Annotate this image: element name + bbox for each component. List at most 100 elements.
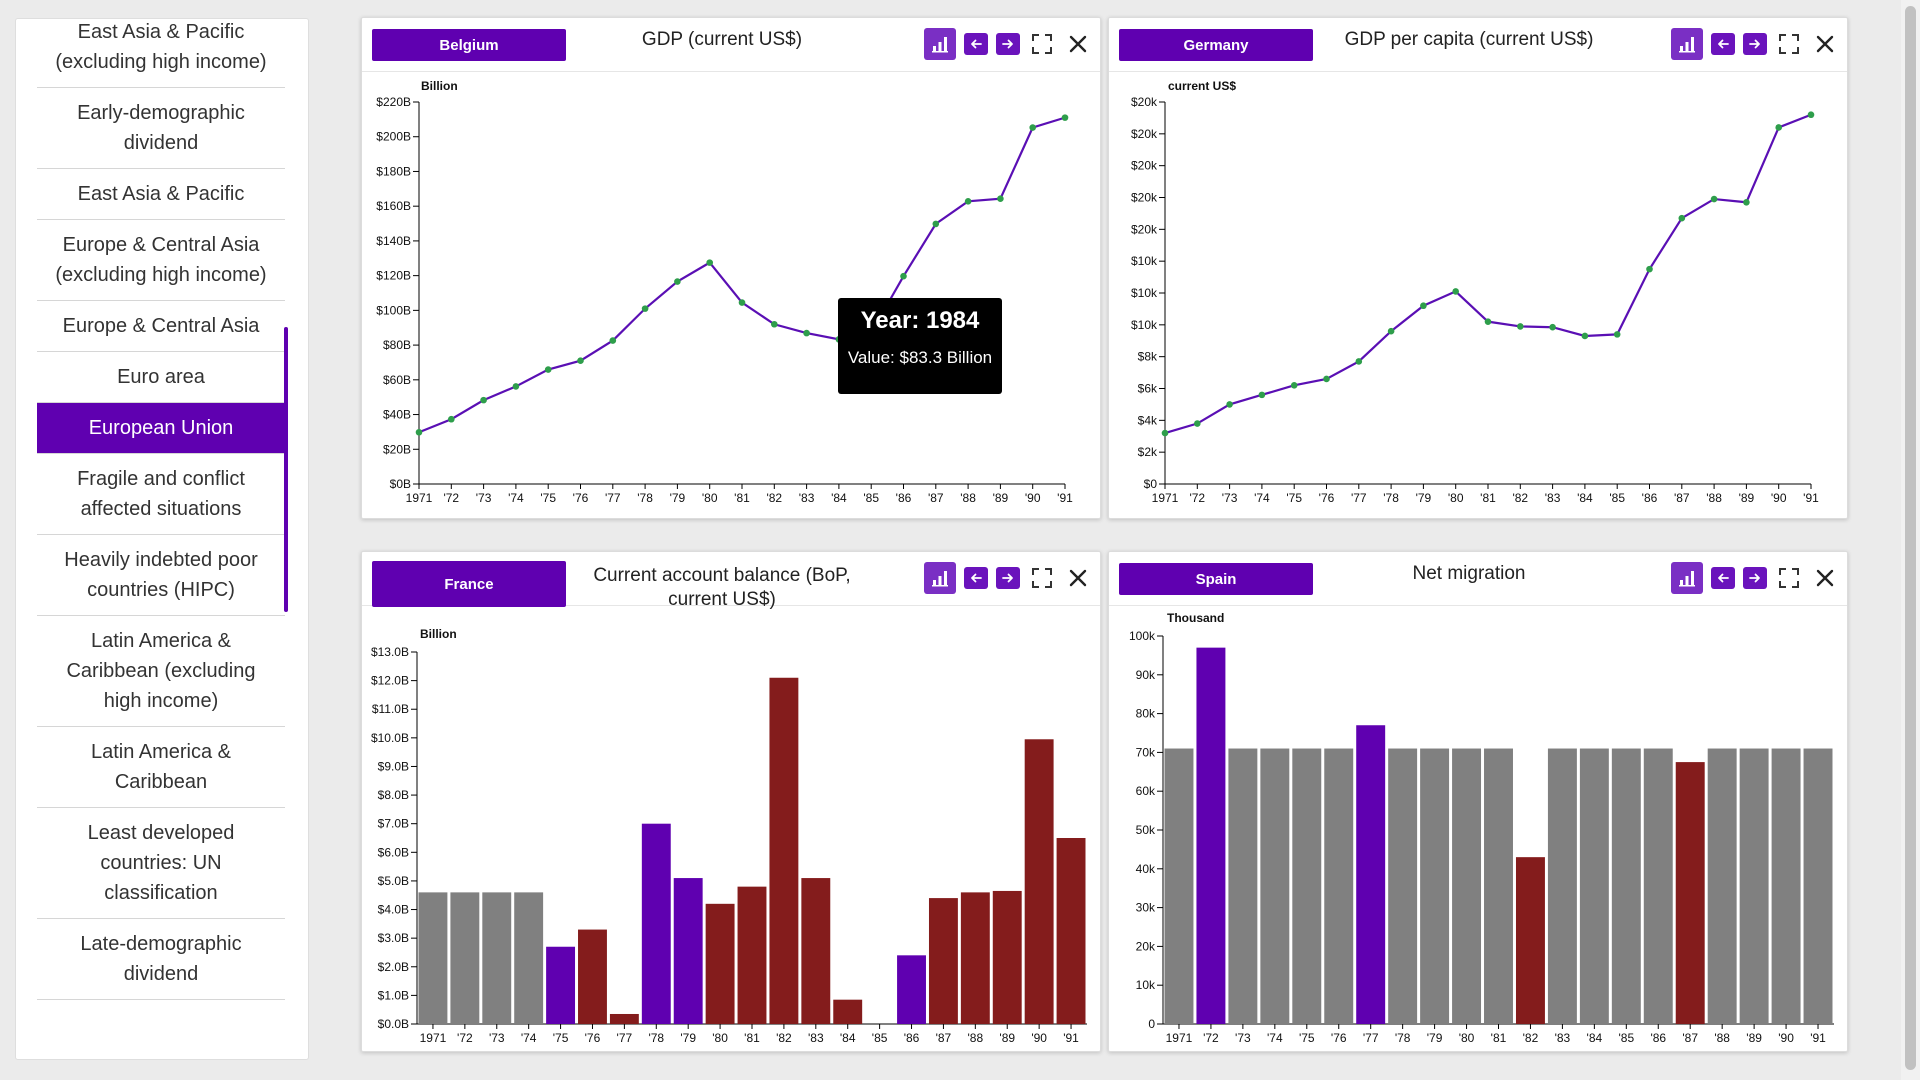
window-scrollbar[interactable]	[1901, 0, 1920, 1080]
y-tick-label: 60k	[1136, 784, 1156, 798]
bar-1981	[737, 886, 767, 1024]
bar-1981	[1484, 748, 1513, 1024]
bar-chart-icon[interactable]	[924, 562, 956, 594]
sidebar-item-europe-central-asia-excluding-high-income[interactable]: Europe & Central Asia (excluding high in…	[37, 220, 285, 301]
bar-1990	[1024, 739, 1054, 1024]
arrow-right-icon[interactable]	[1743, 567, 1767, 589]
bar-chart-icon[interactable]	[1671, 28, 1703, 60]
y-tick-label: 30k	[1136, 901, 1156, 915]
close-icon[interactable]	[1064, 564, 1092, 592]
x-tick-label: '82	[1512, 491, 1528, 505]
fullscreen-icon[interactable]	[1028, 564, 1056, 592]
bar-1974	[1260, 748, 1290, 1024]
x-tick-label: '91	[1810, 1031, 1826, 1045]
data-point-1989	[1743, 198, 1750, 206]
chart-svg: current US$ $0 $2k $4k $6k $8k $10k $10k $10k $20…	[1131, 79, 1819, 505]
x-tick-label: 1971	[1152, 491, 1179, 505]
sidebar-item-europe-central-asia[interactable]: Europe & Central Asia	[37, 301, 285, 352]
arrow-right-icon[interactable]	[996, 33, 1020, 55]
tooltip-year: Year: 1984	[860, 307, 980, 334]
close-icon[interactable]	[1811, 564, 1839, 592]
arrow-left-icon[interactable]	[1711, 33, 1735, 55]
x-tick-label: '72	[1189, 491, 1205, 505]
country-select-button[interactable]: France	[372, 561, 566, 607]
sidebar-item-heavily-indebted-poor-countries-hipc[interactable]: Heavily indebted poor countries (HIPC)	[37, 535, 285, 616]
close-icon[interactable]	[1064, 30, 1092, 58]
bar-1985	[1611, 748, 1641, 1024]
y-tick-label: 40k	[1136, 862, 1156, 876]
chart-panel-france-current-account: France Current account balance (BoP, curr…	[361, 551, 1101, 1052]
arrow-left-icon[interactable]	[1711, 567, 1735, 589]
x-tick-label: '76	[585, 1031, 601, 1045]
x-tick-label: '87	[936, 1031, 952, 1045]
bar-1989	[992, 890, 1022, 1024]
bar-chart-icon[interactable]	[924, 28, 956, 60]
x-tick-label: '86	[904, 1031, 920, 1045]
x-tick-label: '72	[443, 491, 459, 505]
y-tick-label: $20k	[1131, 159, 1158, 173]
bar-1977	[1356, 725, 1386, 1024]
country-select-button[interactable]: Spain	[1119, 563, 1313, 595]
indicator-title: GDP per capita (current US$)	[1344, 29, 1594, 50]
arrow-right-icon[interactable]	[1743, 33, 1767, 55]
x-tick-label: '73	[476, 491, 492, 505]
x-tick-label: '90	[1778, 1031, 1794, 1045]
fullscreen-icon[interactable]	[1028, 30, 1056, 58]
sidebar-scrollbar[interactable]	[284, 327, 288, 612]
series-line	[1164, 113, 1812, 435]
arrow-left-icon[interactable]	[964, 33, 988, 55]
sidebar-item-euro-area[interactable]: Euro area	[37, 352, 285, 403]
bar-1975	[1292, 748, 1322, 1024]
fullscreen-icon[interactable]	[1775, 30, 1803, 58]
arrow-left-icon[interactable]	[964, 567, 988, 589]
y-tick-label: $220B	[376, 95, 411, 109]
x-tick-label: '77	[605, 491, 621, 505]
y-tick-label: $10k	[1131, 254, 1158, 268]
sidebar-item-latin-america-caribbean-excluding-high-income[interactable]: Latin America & Caribbean (excluding hig…	[37, 616, 285, 727]
country-select-button[interactable]: Belgium	[372, 29, 566, 61]
x-tick-label: '84	[831, 491, 847, 505]
sidebar-item-fragile-and-conflict-affected-situations[interactable]: Fragile and conflict affected situations	[37, 454, 285, 535]
sidebar-item-european-union[interactable]: European Union	[37, 403, 285, 454]
sidebar-item-early-demographic-dividend[interactable]: Early-demographic dividend	[37, 88, 285, 169]
x-tick-label: '77	[1351, 491, 1367, 505]
bar-1978	[641, 823, 671, 1024]
x-tick-label: '81	[1480, 491, 1496, 505]
fullscreen-icon[interactable]	[1775, 564, 1803, 592]
x-tick-label: '87	[928, 491, 944, 505]
bar-1988	[960, 892, 990, 1024]
bar-1991	[1803, 748, 1833, 1024]
x-tick-label: '78	[648, 1031, 664, 1045]
y-axis-unit-label: Billion	[421, 79, 458, 93]
sidebar-item-least-developed-countries-un-classification[interactable]: Least developed countries: UN classifica…	[37, 808, 285, 919]
x-tick-label: '75	[1286, 491, 1302, 505]
x-tick-label: '88	[1714, 1031, 1730, 1045]
x-tick-label: '87	[1674, 491, 1690, 505]
y-tick-label: $9.0B	[378, 759, 409, 773]
panel-toolbar	[1671, 562, 1839, 594]
data-point-1980	[1452, 288, 1459, 295]
chart-area: Billion $0.0B $1.0B $2.0B $3.0B $4.0B $5.0B $6.…	[362, 607, 1100, 1055]
window-scrollbar-thumb[interactable]	[1905, 6, 1916, 1070]
bar-1971	[1164, 748, 1194, 1024]
x-tick-label: '85	[1609, 491, 1625, 505]
bar-1983	[801, 878, 831, 1024]
indicator-title: Current account balance (BoP, current US…	[593, 565, 851, 610]
arrow-right-icon[interactable]	[996, 567, 1020, 589]
x-tick-label: 1971	[420, 1031, 447, 1045]
sidebar-item-latin-america-caribbean[interactable]: Latin America & Caribbean	[37, 727, 285, 808]
sidebar-item-late-demographic-dividend[interactable]: Late-demographic dividend	[37, 919, 285, 1000]
close-icon[interactable]	[1811, 30, 1839, 58]
y-axis-unit-label: Billion	[420, 627, 457, 641]
country-select-button[interactable]: Germany	[1119, 29, 1313, 61]
y-tick-label: $1.0B	[378, 988, 409, 1002]
x-tick-label: '74	[1254, 491, 1270, 505]
y-tick-label: $3.0B	[378, 931, 409, 945]
y-tick-label: $100B	[376, 303, 411, 317]
data-point-1976	[1323, 375, 1330, 383]
sidebar-item-east-asia-pacific[interactable]: East Asia & Pacific	[37, 169, 285, 220]
bar-chart-icon[interactable]	[1671, 562, 1703, 594]
sidebar-item-east-asia-pacific-excluding-high-income[interactable]: East Asia & Pacific (excluding high inco…	[37, 19, 285, 88]
data-point-1983	[1549, 323, 1556, 331]
x-tick-label: '85	[872, 1031, 888, 1045]
